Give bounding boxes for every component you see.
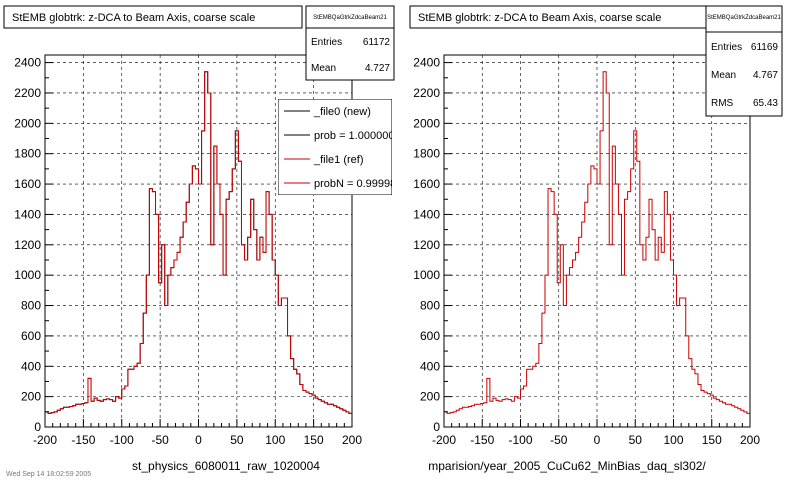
y-tick-label: 2400 [14, 56, 41, 70]
legend-entry-label: prob = 1.000000 [314, 130, 394, 142]
x-tick-labels: -200 -150 -100 -50 0 50 100 150 200 [33, 433, 362, 447]
y-tick-label: 1400 [413, 207, 440, 221]
y-tick-label: 1400 [14, 207, 41, 221]
x-tick-label: -50 [151, 433, 169, 447]
x-tick-labels: -200 -150 -100 -50 0 50 100 150 200 [432, 433, 760, 447]
x-axis-label: mparision/year_2005_CuCu62_MinBias_daq_s… [428, 459, 706, 473]
x-tick-label: 50 [629, 433, 643, 447]
stats-label: Entries [311, 37, 342, 48]
stats-label: Entries [711, 42, 742, 53]
y-tick-label: 2200 [14, 86, 41, 100]
y-tick-label: 800 [21, 299, 41, 313]
y-tick-label: 2000 [14, 116, 41, 130]
y-tick-label: 0 [34, 420, 41, 434]
x-tick-label: -150 [71, 433, 95, 447]
x-tick-label: 100 [265, 433, 285, 447]
y-tick-label: 2400 [413, 56, 440, 70]
histogram-panel-right: StEMB globtrk: z-DCA to Beam Axis, coars… [409, 5, 783, 473]
y-tick-label: 800 [420, 299, 440, 313]
x-axis-label: st_physics_6080011_raw_1020004 [132, 459, 320, 473]
y-tick-label: 200 [21, 390, 41, 404]
series-layer [444, 71, 750, 414]
x-tick-label: -200 [432, 433, 456, 447]
stats-box: StEMBQaGtrkZdcaBeam21 Entries 61169 Mean 4.7… [705, 5, 783, 117]
y-tick-label: 600 [21, 329, 41, 343]
x-tick-label: 150 [304, 433, 324, 447]
footer-timestamp: Wed Sep 14 18:02:59 2005 [6, 471, 91, 478]
legend-frame [278, 99, 392, 195]
x-tick-label: 50 [230, 433, 244, 447]
y-tick-label: 1600 [14, 177, 41, 191]
legend: _file0 (new) prob = 1.000000 _file1 (ref) p… [278, 99, 396, 195]
stats-value: 65.43 [753, 98, 778, 109]
stats-value: 4.767 [753, 70, 778, 81]
stats-frame [705, 5, 783, 117]
x-tick-label: 0 [195, 433, 202, 447]
x-tick-label: -200 [33, 433, 57, 447]
y-tick-label: 0 [433, 420, 440, 434]
histogram-panel-left: StEMB globtrk: z-DCA to Beam Axis, coars… [3, 5, 396, 473]
y-tick-label: 600 [420, 329, 440, 343]
series-layer [45, 71, 352, 414]
x-tick-label: -50 [550, 433, 568, 447]
y-tick-label: 1000 [14, 268, 41, 282]
stats-value: 61172 [363, 37, 391, 48]
x-tick-label: 200 [740, 433, 760, 447]
y-tick-label: 200 [420, 390, 440, 404]
stats-value: 4.727 [365, 63, 390, 74]
legend-entry-label: _file1 (ref) [313, 154, 364, 166]
histogram-title: StEMB globtrk: z-DCA to Beam Axis, coars… [12, 12, 255, 24]
y-tick-label: 400 [420, 359, 440, 373]
tick-marks [443, 62, 751, 428]
grid-lines [443, 55, 751, 427]
y-tick-label: 1200 [413, 238, 440, 252]
y-tick-label: 1600 [413, 177, 440, 191]
histogram-series [45, 71, 352, 414]
x-tick-label: 150 [702, 433, 722, 447]
histogram-title: StEMB globtrk: z-DCA to Beam Axis, coars… [418, 12, 661, 24]
x-tick-label: -100 [110, 433, 134, 447]
y-tick-label: 1200 [14, 238, 41, 252]
y-tick-label: 1000 [413, 268, 440, 282]
x-tick-label: 200 [342, 433, 362, 447]
tick-marks [44, 62, 353, 428]
x-tick-label: 100 [663, 433, 683, 447]
y-tick-label: 400 [21, 359, 41, 373]
stats-histogram-name: StEMBQaGtrkZdcaBeam21 [707, 15, 781, 21]
title-box [3, 5, 303, 29]
x-tick-label: -150 [470, 433, 494, 447]
y-tick-label: 1800 [413, 147, 440, 161]
y-tick-label: 2200 [413, 86, 440, 100]
y-tick-label: 1800 [14, 147, 41, 161]
stats-label: Mean [711, 70, 736, 81]
legend-entry-label: probN = 0.99998 [314, 178, 396, 190]
stats-histogram-name: StEMBQaGtrkZdcaBeam21 [313, 15, 387, 21]
y-tick-labels: 0 200 400 600 800 1000 1200 1400 1600 1800 2000 220… [14, 56, 41, 434]
stats-label: RMS [711, 98, 734, 109]
x-tick-label: 0 [594, 433, 601, 447]
stats-box: StEMBQaGtrkZdcaBeam21 Entries 61172 Mean 4.7… [305, 5, 395, 81]
stats-label: Mean [311, 63, 336, 74]
stats-value: 61169 [751, 42, 779, 53]
stats-frame [305, 5, 395, 81]
y-tick-labels: 0 200 400 600 800 1000 1200 1400 1600 1800 2000 220… [413, 56, 440, 434]
legend-entry-label: _file0 (new) [313, 106, 371, 118]
x-tick-label: -100 [508, 433, 532, 447]
y-tick-label: 2000 [413, 116, 440, 130]
histogram-series [444, 71, 750, 414]
